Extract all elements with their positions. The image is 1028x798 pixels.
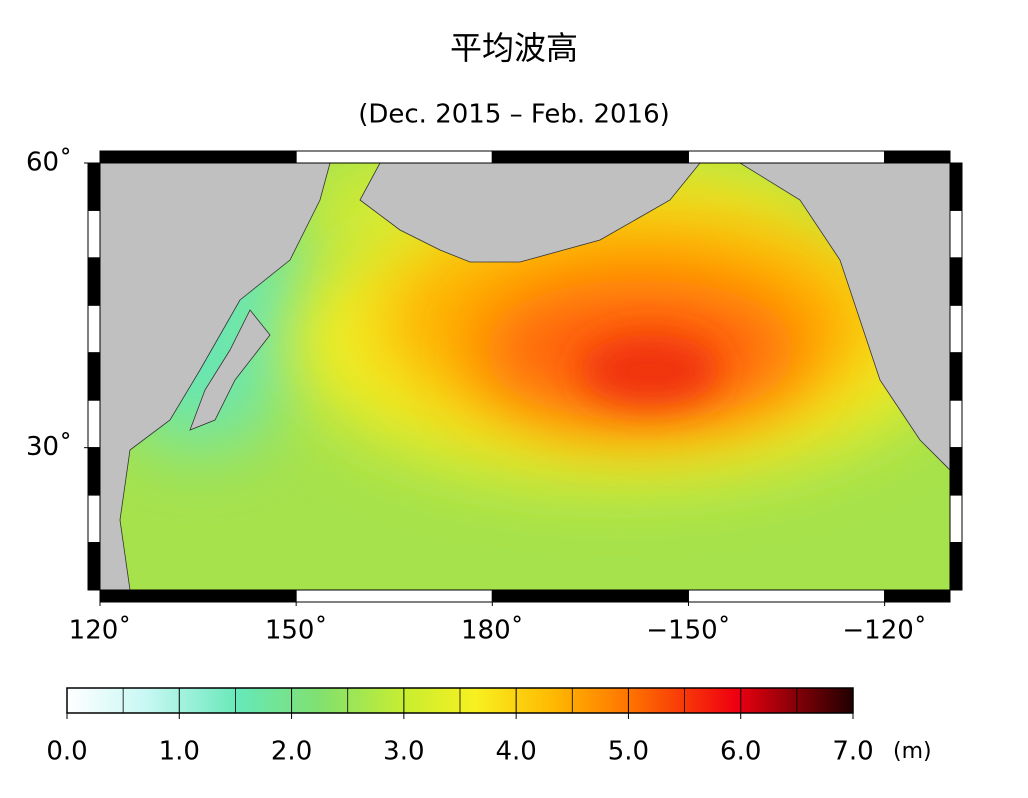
lon-label: 120˚ <box>69 616 132 646</box>
frame-bar <box>87 494 101 544</box>
colorbar-label: 3.0 <box>383 737 424 767</box>
frame-bar <box>949 304 963 354</box>
frame-bar <box>87 542 101 591</box>
lon-label: −150˚ <box>646 616 730 646</box>
lat-label: 60˚ <box>26 148 72 178</box>
frame-bar <box>949 257 963 306</box>
frame-bar <box>884 150 951 164</box>
title: 平均波高 <box>450 29 578 67</box>
frame-bar <box>687 589 886 603</box>
frame-bar <box>949 352 963 401</box>
frame-bar <box>87 257 101 306</box>
frame-bar <box>99 150 297 164</box>
lat-label: 30˚ <box>26 432 72 462</box>
lon-label: −120˚ <box>842 616 926 646</box>
frame-bar <box>687 150 886 164</box>
subtitle: (Dec. 2015 – Feb. 2016) <box>358 100 670 130</box>
frame-bar <box>87 162 101 211</box>
frame-bar <box>99 589 297 603</box>
frame-bar <box>949 494 963 544</box>
colorbar-unit: (m) <box>893 739 932 764</box>
colorbar-label: 2.0 <box>271 737 312 767</box>
frame-bar <box>87 352 101 401</box>
frame-bar <box>87 447 101 496</box>
frame-bar <box>949 447 963 496</box>
frame-bar <box>87 399 101 449</box>
frame-bar <box>295 589 493 603</box>
frame-bar <box>491 150 689 164</box>
frame-bar <box>87 209 101 259</box>
colorbar-label: 0.0 <box>46 737 87 767</box>
lon-label: 180˚ <box>461 616 524 646</box>
frame-bar <box>491 589 689 603</box>
colorbar-label: 7.0 <box>832 737 873 767</box>
lon-label: 150˚ <box>265 616 328 646</box>
colorbar-label: 4.0 <box>495 737 536 767</box>
colorbar-label: 5.0 <box>608 737 649 767</box>
colorbar-label: 6.0 <box>720 737 761 767</box>
frame-bar <box>949 542 963 591</box>
frame-bar <box>949 209 963 259</box>
colorbar-label: 1.0 <box>159 737 200 767</box>
frame-bar <box>87 304 101 354</box>
frame-bar <box>295 150 493 164</box>
frame-bar <box>949 399 963 449</box>
wave-field <box>100 163 950 590</box>
frame-bar <box>884 589 951 603</box>
frame-bar <box>949 162 963 211</box>
